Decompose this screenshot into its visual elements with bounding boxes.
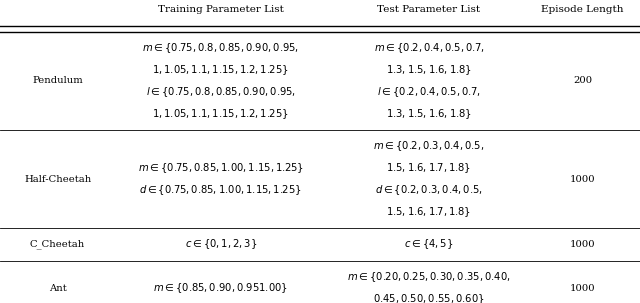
Text: Half-Cheetah: Half-Cheetah bbox=[24, 175, 92, 184]
Text: $m \in \{0.75,0.85,1.00,1.15,1.25\}$: $m \in \{0.75,0.85,1.00,1.15,1.25\}$ bbox=[138, 161, 304, 175]
Text: C_Cheetah: C_Cheetah bbox=[30, 240, 85, 249]
Text: $1.3,1.5,1.6,1.8\}$: $1.3,1.5,1.6,1.8\}$ bbox=[386, 107, 472, 121]
Text: $1,1.05,1.1,1.15,1.2,1.25\}$: $1,1.05,1.1,1.15,1.2,1.25\}$ bbox=[152, 107, 289, 121]
Text: $1.3,1.5,1.6,1.8\}$: $1.3,1.5,1.6,1.8\}$ bbox=[386, 63, 472, 77]
Text: $l \in \{0.75,0.8,0.85,0.90,0.95,$: $l \in \{0.75,0.8,0.85,0.90,0.95,$ bbox=[146, 85, 296, 99]
Text: Ant: Ant bbox=[49, 284, 67, 293]
Text: 1000: 1000 bbox=[570, 240, 595, 249]
Text: 1000: 1000 bbox=[570, 175, 595, 184]
Text: $d \in \{0.2,0.3,0.4,0.5,$: $d \in \{0.2,0.3,0.4,0.5,$ bbox=[375, 183, 483, 197]
Text: Test Parameter List: Test Parameter List bbox=[377, 5, 481, 14]
Text: $1,1.05,1.1,1.15,1.2,1.25\}$: $1,1.05,1.1,1.15,1.2,1.25\}$ bbox=[152, 63, 289, 77]
Text: Pendulum: Pendulum bbox=[32, 76, 83, 85]
Text: $d \in \{0.75,0.85, 1.00,1.15,1.25\}$: $d \in \{0.75,0.85, 1.00,1.15,1.25\}$ bbox=[140, 183, 302, 197]
Text: Episode Length: Episode Length bbox=[541, 5, 623, 14]
Text: $m \in \{0.2,0.4,0.5,0.7,$: $m \in \{0.2,0.4,0.5,0.7,$ bbox=[374, 41, 484, 55]
Text: $c \in \{0,1,2,3\}$: $c \in \{0,1,2,3\}$ bbox=[184, 238, 257, 251]
Text: $1.5,1.6,1.7,1.8\}$: $1.5,1.6,1.7,1.8\}$ bbox=[386, 161, 472, 175]
Text: $m \in \{0.20,0.25,0.30,0.35,0.40,$: $m \in \{0.20,0.25,0.30,0.35,0.40,$ bbox=[347, 270, 511, 284]
Text: Training Parameter List: Training Parameter List bbox=[158, 5, 284, 14]
Text: 200: 200 bbox=[573, 76, 592, 85]
Text: 1000: 1000 bbox=[570, 284, 595, 293]
Text: $1.5,1.6,1.7,1.8\}$: $1.5,1.6,1.7,1.8\}$ bbox=[386, 205, 472, 219]
Text: $l \in \{0.2,0.4,0.5,0.7,$: $l \in \{0.2,0.4,0.5,0.7,$ bbox=[377, 85, 481, 99]
Text: $0.45,0.50,0.55,0.60\}$: $0.45,0.50,0.55,0.60\}$ bbox=[373, 292, 484, 303]
Text: $m \in \{0.85,0.90,0.951.00\}$: $m \in \{0.85,0.90,0.951.00\}$ bbox=[154, 281, 288, 295]
Text: $m \in \{0.75,0.8,0.85,0.90,0.95,$: $m \in \{0.75,0.8,0.85,0.90,0.95,$ bbox=[142, 41, 300, 55]
Text: $m \in \{0.2,0.3,0.4,0.5,$: $m \in \{0.2,0.3,0.4,0.5,$ bbox=[373, 139, 484, 153]
Text: $c \in \{4,5\}$: $c \in \{4,5\}$ bbox=[404, 238, 454, 251]
